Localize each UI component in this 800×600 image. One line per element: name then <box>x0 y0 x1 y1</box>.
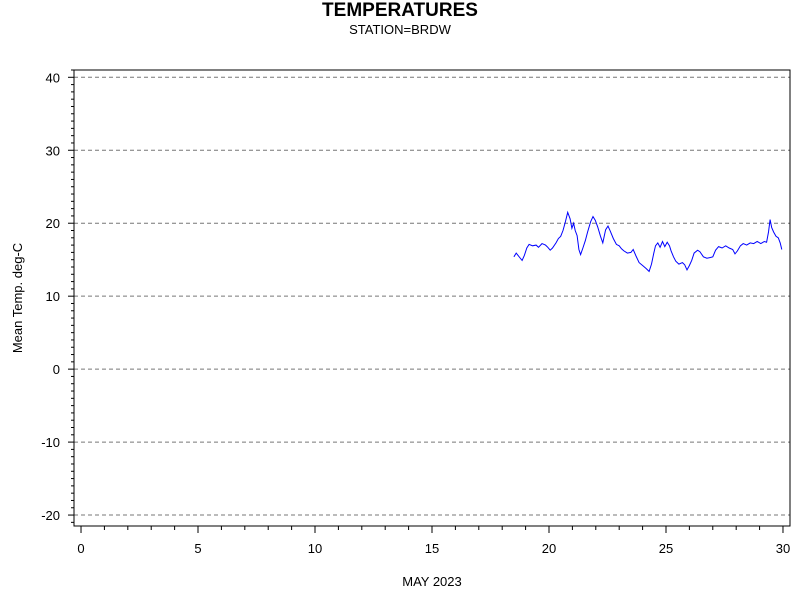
x-tick-label: 15 <box>425 541 439 556</box>
x-tick-label: 5 <box>194 541 201 556</box>
y-tick-label: 40 <box>46 70 60 85</box>
x-tick-label: 0 <box>77 541 84 556</box>
x-tick-label: 25 <box>659 541 673 556</box>
gridlines <box>74 76 790 516</box>
y-tick-label: 20 <box>46 216 60 231</box>
chart-subtitle: STATION=BRDW <box>349 22 451 37</box>
y-axis-label: Mean Temp. deg-C <box>10 243 25 353</box>
y-tick-label: 0 <box>53 362 60 377</box>
series-line <box>513 210 783 273</box>
y-tick-label: -10 <box>41 435 60 450</box>
y-tick-label: -20 <box>41 508 60 523</box>
x-tick-label: 10 <box>308 541 322 556</box>
major-ticks <box>68 76 784 533</box>
chart-title: TEMPERATURES <box>322 0 478 21</box>
y-tick-label: 30 <box>46 143 60 158</box>
x-tick-label: 20 <box>542 541 556 556</box>
y-tick-label: 10 <box>46 289 60 304</box>
tick-labels: -20 -10 0 10 20 30 40 0 5 10 15 20 25 30 <box>41 70 790 556</box>
minor-ticks <box>71 69 761 530</box>
plot-frame <box>73 69 791 527</box>
x-tick-label: 30 <box>776 541 790 556</box>
x-axis-label: MAY 2023 <box>402 574 462 589</box>
